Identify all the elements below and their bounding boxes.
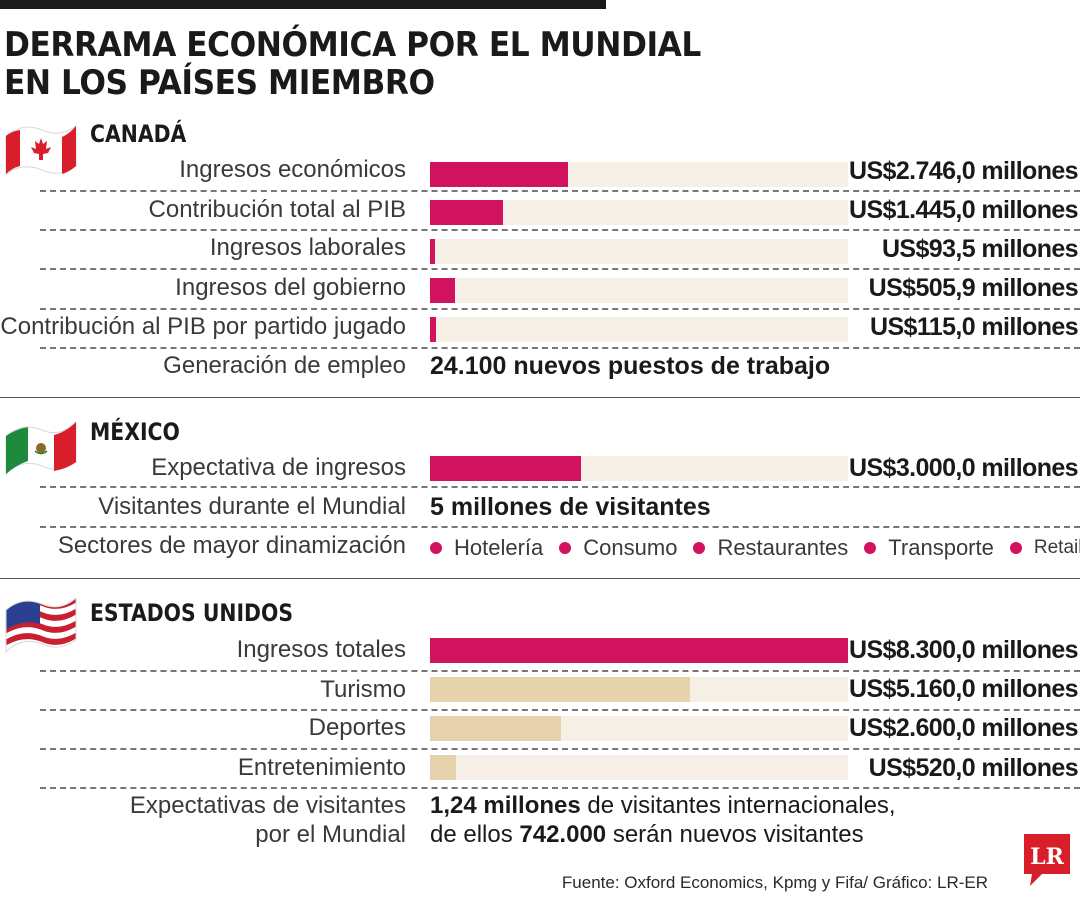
sector-label: Transporte bbox=[888, 535, 994, 560]
bar bbox=[430, 162, 569, 187]
bar bbox=[430, 456, 582, 481]
usa-row-label: Turismo bbox=[320, 676, 406, 703]
value-label: US$1.445,0 millones bbox=[848, 196, 1079, 224]
section-divider bbox=[0, 397, 1080, 398]
bar bbox=[430, 716, 561, 741]
canada-flag-icon bbox=[5, 125, 77, 175]
bar-track bbox=[430, 278, 848, 303]
usa-row-label: Entretenimiento bbox=[237, 754, 406, 781]
bar bbox=[430, 638, 848, 663]
bullet-icon bbox=[693, 542, 706, 554]
employment-text: 24.100 nuevos puestos de trabajo bbox=[430, 352, 830, 381]
usa-row-label: Ingresos totales bbox=[236, 636, 406, 663]
sector-item: Hotelería bbox=[430, 535, 543, 561]
value-label: US$2.600,0 millones bbox=[848, 714, 1079, 742]
usa-flag-icon bbox=[5, 596, 77, 654]
canada-row-label: Ingresos del gobierno bbox=[175, 274, 406, 301]
value-label: US$505,9 millones bbox=[868, 274, 1079, 302]
bullet-icon bbox=[1009, 542, 1022, 554]
bar-track bbox=[430, 317, 848, 342]
row-divider bbox=[40, 347, 1080, 349]
bar-track bbox=[430, 200, 848, 225]
sector-label: Restaurantes bbox=[717, 535, 849, 560]
row-divider bbox=[40, 486, 1080, 488]
mexico-name: MÉXICO bbox=[90, 418, 180, 446]
value-label: US$520,0 millones bbox=[868, 754, 1079, 782]
canada-row-label: Ingresos laborales bbox=[209, 234, 406, 261]
bar bbox=[430, 239, 435, 264]
row-divider bbox=[40, 670, 1080, 672]
expectations-line2-rest: serán nuevos visitantes bbox=[606, 821, 864, 848]
bar bbox=[430, 278, 456, 303]
visitors-value: 5 millones de visitantes bbox=[430, 493, 711, 521]
canada-name: CANADÁ bbox=[90, 120, 187, 148]
usa-row-label: Deportes bbox=[308, 714, 406, 741]
bar bbox=[430, 200, 503, 225]
bar bbox=[430, 677, 690, 702]
bullet-icon bbox=[864, 542, 877, 554]
value-label: US$93,5 millones bbox=[881, 235, 1079, 263]
row-divider bbox=[40, 526, 1080, 528]
employment-value: 24.100 nuevos puestos de trabajo bbox=[430, 352, 831, 380]
expectations-line2: de ellos 742.000 serán nuevos visitantes bbox=[430, 821, 864, 849]
expectations-line1-rest: de visitantes internacionales, bbox=[580, 792, 896, 819]
sector-label: Hotelería bbox=[454, 535, 544, 560]
row-divider bbox=[40, 748, 1080, 750]
row-divider bbox=[40, 268, 1080, 270]
mexico-row-label: Expectativa de ingresos bbox=[151, 454, 406, 481]
usa-name: ESTADOS UNIDOS bbox=[90, 599, 294, 627]
canada-row-label: Contribución al PIB por partido jugado bbox=[0, 313, 406, 340]
value-label: US$5.160,0 millones bbox=[848, 675, 1079, 703]
expectations-label-line2: por el Mundial bbox=[255, 821, 406, 848]
sector-item: Consumo bbox=[559, 535, 677, 561]
bullet-icon bbox=[430, 542, 442, 554]
sector-item: Transporte bbox=[864, 535, 994, 561]
sectors-list: Hotelería Consumo Restaurantes Transport… bbox=[430, 533, 1080, 563]
sector-label: Retail bbox=[1033, 537, 1080, 558]
bar bbox=[430, 317, 436, 342]
source-note: Fuente: Oxford Economics, Kpmg y Fifa/ G… bbox=[561, 873, 988, 892]
sector-label: Consumo bbox=[583, 535, 678, 560]
sector-item: Retail bbox=[1009, 537, 1080, 559]
bar bbox=[430, 755, 457, 780]
expectations-line2-bold: 742.000 bbox=[519, 821, 607, 848]
expectations-line1-bold: 1,24 millones bbox=[430, 792, 581, 819]
row-divider bbox=[40, 229, 1080, 231]
top-rule bbox=[0, 0, 606, 9]
section-divider bbox=[0, 578, 1080, 579]
sectors-label: Sectores de mayor dinamización bbox=[57, 532, 406, 559]
value-label: US$2.746,0 millones bbox=[848, 157, 1079, 185]
expectations-line2-pre: de ellos bbox=[430, 821, 520, 848]
mexico-flag-icon bbox=[5, 420, 77, 476]
sector-item: Restaurantes bbox=[693, 535, 848, 561]
bar-track bbox=[430, 638, 848, 663]
employment-label: Generación de empleo bbox=[163, 352, 406, 379]
lr-logo-icon: LR bbox=[1024, 834, 1070, 886]
value-label: US$3.000,0 millones bbox=[848, 454, 1079, 482]
bar-track bbox=[430, 677, 848, 702]
value-label: US$8.300,0 millones bbox=[848, 636, 1079, 664]
visitors-label: Visitantes durante el Mundial bbox=[98, 493, 406, 520]
bar-track bbox=[430, 716, 848, 741]
canada-row-label: Ingresos económicos bbox=[179, 156, 406, 183]
row-divider bbox=[40, 308, 1080, 310]
visitors-text: 5 millones de visitantes bbox=[430, 493, 711, 522]
bar-track bbox=[430, 456, 848, 481]
canada-row-label: Contribución total al PIB bbox=[148, 196, 406, 223]
row-divider bbox=[40, 787, 1080, 789]
row-divider bbox=[40, 190, 1080, 192]
bar-track bbox=[430, 162, 848, 187]
chart-title: DERRAMA ECONÓMICA POR EL MUNDIAL EN LOS … bbox=[4, 25, 701, 103]
value-label: US$115,0 millones bbox=[870, 313, 1079, 341]
logo-text: LR bbox=[1030, 844, 1064, 870]
bullet-icon bbox=[559, 542, 572, 554]
expectations-line1: 1,24 millones de visitantes internaciona… bbox=[430, 792, 896, 820]
bar-track bbox=[430, 755, 848, 780]
expectations-label-line1: Expectativas de visitantes bbox=[129, 792, 406, 819]
bar-track bbox=[430, 239, 848, 264]
row-divider bbox=[40, 709, 1080, 711]
